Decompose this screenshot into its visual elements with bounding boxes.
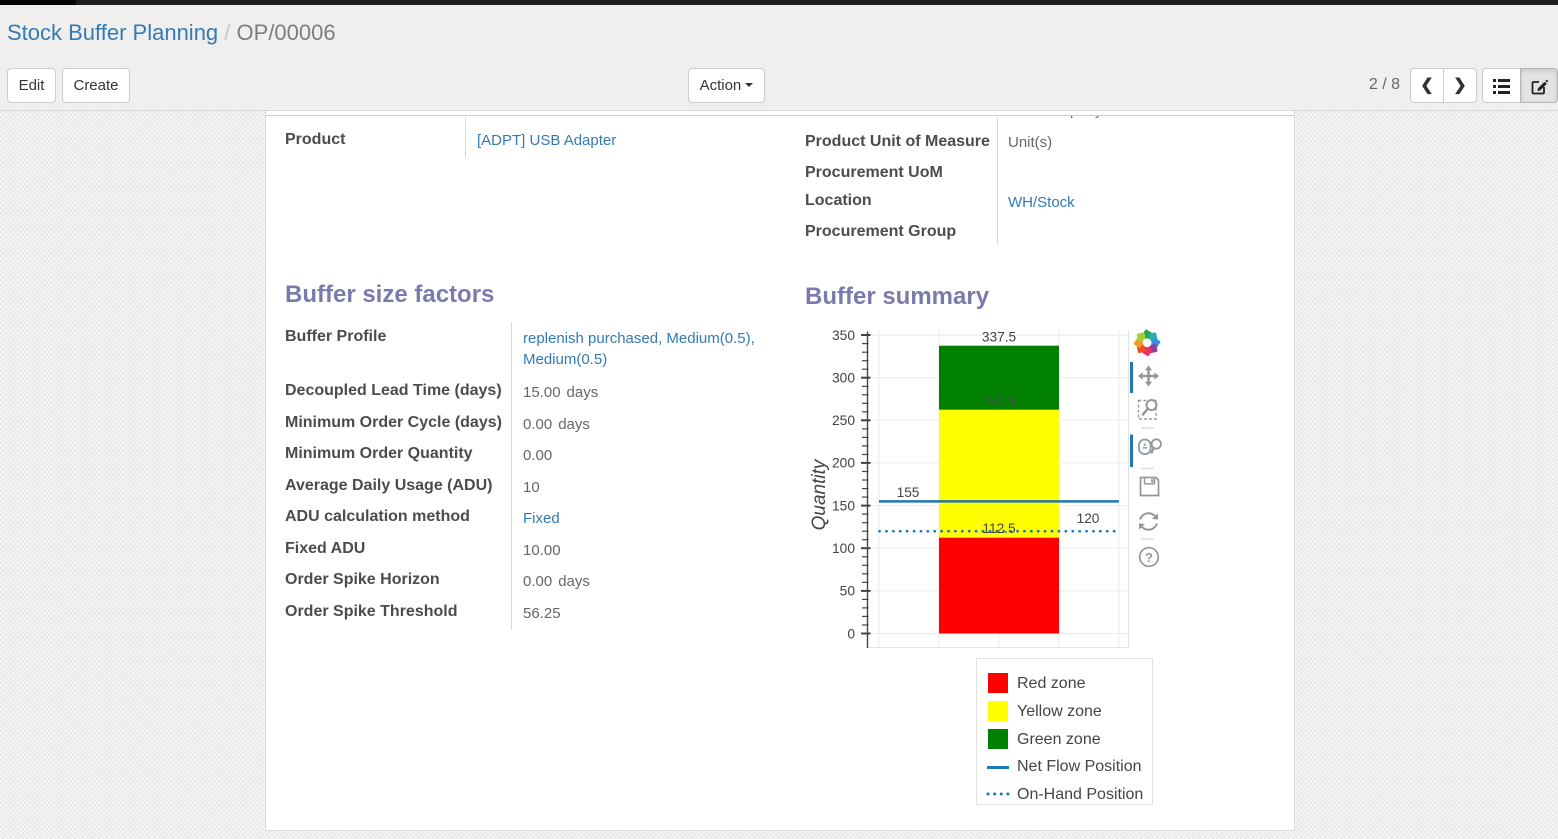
svg-text:300: 300: [832, 371, 855, 386]
svg-text:0: 0: [847, 626, 855, 641]
svg-text:120: 120: [1077, 511, 1100, 526]
svg-text:112.5: 112.5: [982, 521, 1016, 536]
svg-text:50: 50: [840, 584, 856, 599]
svg-text:250: 250: [832, 413, 855, 428]
svg-text:262.5: 262.5: [982, 394, 1017, 409]
svg-text:350: 350: [832, 328, 855, 343]
svg-text:Quantity: Quantity: [809, 458, 830, 530]
svg-text:200: 200: [832, 456, 855, 471]
svg-text:337.5: 337.5: [982, 330, 1017, 345]
svg-text:100: 100: [832, 541, 855, 556]
svg-text:150: 150: [832, 498, 855, 513]
svg-text:?: ?: [1145, 550, 1153, 565]
svg-text:155: 155: [897, 485, 920, 500]
